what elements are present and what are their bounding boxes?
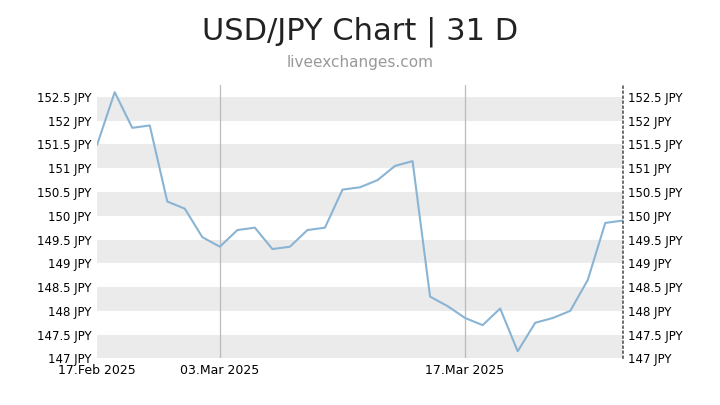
Bar — [97, 335, 623, 358]
Bar — [97, 168, 623, 192]
Bar — [97, 192, 623, 216]
Bar — [97, 311, 623, 335]
Text: liveexchanges.com: liveexchanges.com — [287, 55, 433, 70]
Bar — [97, 240, 623, 263]
Bar — [97, 263, 623, 287]
Bar — [97, 216, 623, 240]
Text: USD/JPY Chart | 31 D: USD/JPY Chart | 31 D — [202, 16, 518, 47]
Bar — [97, 97, 623, 121]
Bar — [97, 121, 623, 145]
Bar — [97, 287, 623, 311]
Bar — [97, 145, 623, 168]
